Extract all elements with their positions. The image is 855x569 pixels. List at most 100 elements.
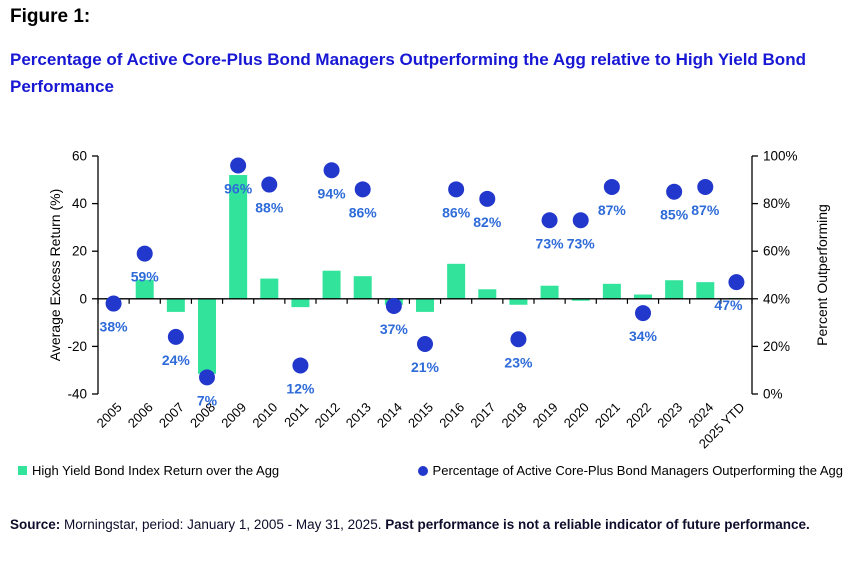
point-label-2024: 87% [691, 202, 720, 218]
x-axis-label: 2006 [125, 400, 156, 431]
point-label-2012: 94% [318, 185, 347, 201]
bar-2017 [478, 289, 497, 299]
dot-2007 [167, 328, 184, 345]
bar-2024 [696, 282, 715, 299]
dot-2024 [697, 178, 714, 195]
bar-2009 [229, 175, 248, 299]
bar-2022 [634, 294, 652, 299]
dot-2018 [510, 331, 527, 348]
chart-title: Percentage of Active Core-Plus Bond Mana… [10, 50, 806, 96]
dot-2014 [385, 297, 402, 314]
right-axis-tick-label: 80% [763, 196, 790, 211]
x-axis-label: 2020 [561, 400, 592, 431]
bar-2012 [322, 270, 341, 299]
figure-label: Figure 1: [10, 6, 91, 27]
bar-series-swatch-icon [18, 466, 27, 475]
bar-2015 [416, 298, 434, 312]
right-axis-title: Percent Outperforming [814, 204, 830, 346]
legend-label-dot-series: Percentage of Active Core-Plus Bond Mana… [432, 463, 843, 478]
source-label: Source: [10, 517, 61, 532]
x-axis-label: 2021 [592, 400, 623, 431]
legend-label-bar-series: High Yield Bond Index Return over the Ag… [32, 463, 280, 478]
right-axis-tick-label: 60% [763, 244, 790, 259]
dot-2016 [448, 181, 465, 198]
bar-2008 [198, 298, 216, 374]
dot-2015 [417, 336, 433, 353]
point-label-2023: 85% [660, 207, 689, 223]
point-label-2022: 34% [629, 328, 658, 344]
point-label-2021: 87% [598, 202, 627, 218]
x-axis-label: 2019 [530, 400, 561, 431]
bar-2006 [135, 279, 154, 299]
point-label-2017: 82% [473, 214, 502, 230]
x-axis-label: 2012 [312, 400, 343, 431]
x-axis-label: 2010 [249, 400, 280, 431]
right-axis-tick-label: 40% [763, 291, 790, 306]
x-axis-label: 2011 [281, 400, 311, 430]
point-label-2007: 24% [162, 352, 191, 368]
point-label-2014: 37% [380, 321, 409, 337]
source-note: Source: Morningstar, period: January 1, … [10, 514, 810, 535]
dot-2012 [323, 162, 340, 179]
x-axis-label: 2007 [156, 400, 187, 431]
left-axis-tick-label: -20 [67, 339, 87, 354]
bar-2016 [447, 263, 466, 299]
left-axis-tick-label: 60 [72, 149, 87, 164]
bar-2020 [571, 298, 590, 301]
right-axis-tick-label: 100% [763, 149, 798, 164]
point-label-2015: 21% [411, 359, 440, 375]
bar-2010 [260, 278, 279, 299]
dot-2025 YTD [728, 274, 745, 291]
legend-item-bar-series: High Yield Bond Index Return over the Ag… [18, 463, 279, 478]
dot-2008 [199, 369, 215, 386]
point-label-2011: 12% [286, 380, 315, 396]
dot-2021 [603, 178, 620, 195]
x-axis-label: 2014 [374, 400, 405, 431]
point-label-2018: 23% [504, 354, 533, 370]
x-axis-label: 2015 [405, 400, 436, 431]
dot-2023 [666, 183, 683, 200]
bar-2023 [665, 280, 684, 299]
point-label-2016: 86% [442, 204, 471, 220]
dot-2022 [635, 305, 651, 322]
x-axis-label: 2018 [498, 400, 529, 431]
point-label-2020: 73% [567, 235, 596, 251]
right-axis-tick-label: 0% [763, 387, 783, 402]
chart-legend: High Yield Bond Index Return over the Ag… [0, 463, 855, 478]
point-label-2008: 7% [197, 392, 218, 408]
left-axis-tick-label: 0 [79, 291, 87, 306]
bar-2013 [353, 276, 372, 299]
point-label-2019: 73% [536, 235, 565, 251]
x-axis-label: 2016 [436, 400, 467, 431]
x-axis-label: 2023 [654, 400, 685, 431]
source-body: Morningstar, period: January 1, 2005 - M… [60, 517, 386, 532]
x-axis-label: 2009 [218, 400, 249, 431]
point-label-2010: 88% [255, 200, 284, 216]
point-label-2013: 86% [349, 204, 378, 220]
bar-2021 [602, 283, 621, 299]
bar-2019 [540, 285, 559, 299]
x-axis-label: 2013 [343, 400, 374, 431]
dot-2011 [292, 357, 309, 374]
dot-2005 [105, 295, 122, 312]
right-axis-tick-label: 20% [763, 339, 790, 354]
point-label-2025 YTD: 47% [714, 297, 743, 313]
dot-2020 [572, 212, 589, 229]
x-axis-label: 2005 [94, 400, 125, 431]
left-axis-tick-label: 20 [72, 244, 87, 259]
x-axis-label: 2022 [623, 400, 654, 431]
dot-2017 [479, 190, 496, 207]
source-emphasis: Past performance is not a reliable indic… [385, 517, 810, 532]
bar-2007 [166, 298, 185, 312]
point-label-2006: 59% [131, 269, 160, 285]
left-axis-tick-label: -40 [67, 387, 87, 402]
point-label-2009: 96% [224, 181, 253, 197]
point-label-2005: 38% [100, 319, 129, 335]
dot-series-swatch-icon [417, 465, 428, 476]
dot-2019 [541, 212, 558, 229]
bar-2018 [509, 298, 528, 305]
left-axis-title: Average Excess Return (%) [47, 189, 63, 361]
left-axis-tick-label: 40 [72, 196, 87, 211]
legend-item-dot-series: Percentage of Active Core-Plus Bond Mana… [417, 463, 843, 478]
